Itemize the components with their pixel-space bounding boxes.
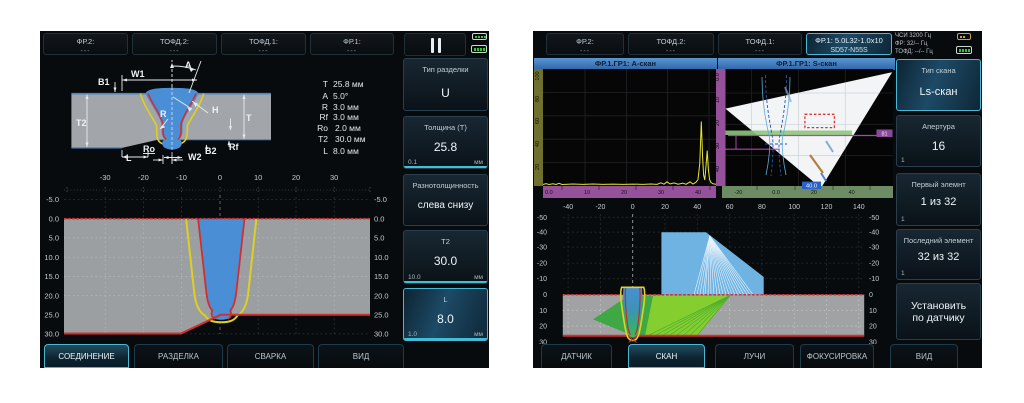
svg-text:10: 10	[254, 173, 262, 182]
svg-text:3.0 мм: 3.0 мм	[333, 102, 359, 112]
svg-text:30: 30	[539, 340, 547, 345]
svg-text:20: 20	[292, 173, 300, 182]
svg-text:20: 20	[621, 190, 627, 196]
svg-text:10: 10	[869, 308, 877, 315]
svg-text:0.0: 0.0	[545, 190, 553, 196]
svg-text:3.0 мм: 3.0 мм	[333, 112, 359, 122]
svg-text:25.0: 25.0	[44, 311, 59, 320]
svg-text:30: 30	[658, 190, 664, 196]
svg-text:25.0: 25.0	[374, 311, 389, 320]
svg-text:10.0: 10.0	[374, 253, 389, 262]
svg-text:81: 81	[881, 132, 887, 138]
svg-text:0.0: 0.0	[715, 73, 721, 81]
svg-text:20: 20	[539, 324, 547, 331]
svg-text:-40: -40	[869, 230, 879, 237]
svg-text:30: 30	[869, 340, 877, 345]
svg-text:T2: T2	[76, 118, 87, 128]
svg-text:R: R	[322, 102, 328, 112]
svg-text:-20: -20	[595, 204, 605, 211]
svg-text:60: 60	[726, 204, 734, 211]
svg-text:40: 40	[695, 190, 701, 196]
svg-text:40: 40	[849, 190, 855, 196]
svg-text:-5.0: -5.0	[374, 195, 387, 204]
svg-text:0: 0	[218, 173, 222, 182]
svg-text:0: 0	[631, 204, 635, 211]
svg-text:-10: -10	[537, 276, 547, 283]
svg-text:-30: -30	[537, 245, 547, 252]
svg-text:W2: W2	[188, 152, 202, 162]
svg-text:30: 30	[715, 143, 721, 149]
svg-text:0.0: 0.0	[49, 214, 59, 223]
svg-text:15.0: 15.0	[44, 272, 59, 281]
svg-text:0.0: 0.0	[772, 190, 780, 196]
svg-text:-20: -20	[734, 190, 742, 196]
svg-text:Ro: Ro	[143, 144, 155, 154]
svg-text:R: R	[160, 109, 167, 119]
svg-text:20: 20	[535, 164, 541, 170]
svg-text:-40: -40	[563, 204, 573, 211]
svg-text:20: 20	[811, 190, 817, 196]
svg-text:B1: B1	[98, 77, 110, 87]
svg-text:5.0°: 5.0°	[333, 91, 348, 101]
svg-text:B2: B2	[205, 146, 217, 156]
svg-text:Ro: Ro	[317, 123, 328, 133]
svg-text:100: 100	[788, 204, 800, 211]
svg-text:15.0: 15.0	[374, 272, 389, 281]
svg-text:20.0: 20.0	[374, 291, 389, 300]
svg-text:A: A	[322, 91, 328, 101]
svg-text:2.0 мм: 2.0 мм	[335, 123, 361, 133]
svg-text:0: 0	[543, 292, 547, 299]
svg-text:L: L	[126, 153, 132, 163]
svg-text:-5.0: -5.0	[46, 195, 59, 204]
svg-text:10: 10	[539, 308, 547, 315]
svg-text:40: 40	[535, 141, 541, 147]
svg-text:20.0: 20.0	[44, 291, 59, 300]
svg-text:-20: -20	[138, 173, 149, 182]
svg-text:80: 80	[535, 96, 541, 102]
svg-text:-40: -40	[537, 230, 547, 237]
svg-text:T: T	[246, 113, 252, 123]
svg-text:30: 30	[330, 173, 338, 182]
svg-text:-10: -10	[176, 173, 187, 182]
svg-text:T2: T2	[318, 134, 328, 144]
svg-text:-30: -30	[100, 173, 111, 182]
svg-text:40.0: 40.0	[806, 184, 817, 190]
svg-text:10: 10	[715, 97, 721, 103]
svg-text:40: 40	[693, 204, 701, 211]
svg-text:20: 20	[869, 324, 877, 331]
svg-text:-20: -20	[869, 261, 879, 268]
svg-text:20: 20	[715, 120, 721, 126]
svg-text:5.0: 5.0	[374, 234, 384, 243]
svg-text:H: H	[212, 105, 219, 115]
svg-text:Rf: Rf	[320, 112, 329, 122]
svg-text:25.8 мм: 25.8 мм	[333, 79, 364, 89]
svg-text:A: A	[185, 60, 192, 70]
svg-text:0.0: 0.0	[374, 214, 384, 223]
svg-text:W1: W1	[131, 69, 145, 79]
svg-text:100: 100	[535, 71, 541, 80]
svg-text:0: 0	[869, 292, 873, 299]
svg-text:L: L	[323, 146, 328, 156]
svg-text:T: T	[323, 79, 328, 89]
svg-text:20: 20	[661, 204, 669, 211]
svg-text:40: 40	[715, 166, 721, 172]
svg-text:-50: -50	[869, 215, 879, 222]
svg-text:-30: -30	[869, 245, 879, 252]
svg-text:-50: -50	[537, 215, 547, 222]
svg-text:60: 60	[535, 118, 541, 124]
svg-text:10.0: 10.0	[44, 253, 59, 262]
svg-text:30.0: 30.0	[44, 330, 59, 339]
svg-text:8.0 мм: 8.0 мм	[333, 146, 359, 156]
svg-text:10: 10	[584, 190, 590, 196]
svg-text:80: 80	[758, 204, 766, 211]
svg-text:Rf: Rf	[229, 142, 239, 152]
svg-text:120: 120	[821, 204, 833, 211]
svg-text:5.0: 5.0	[49, 234, 59, 243]
svg-text:30.0: 30.0	[374, 330, 389, 339]
svg-text:30.0 мм: 30.0 мм	[335, 134, 366, 144]
svg-text:140: 140	[853, 204, 865, 211]
svg-text:-10: -10	[869, 276, 879, 283]
svg-text:-20: -20	[537, 261, 547, 268]
